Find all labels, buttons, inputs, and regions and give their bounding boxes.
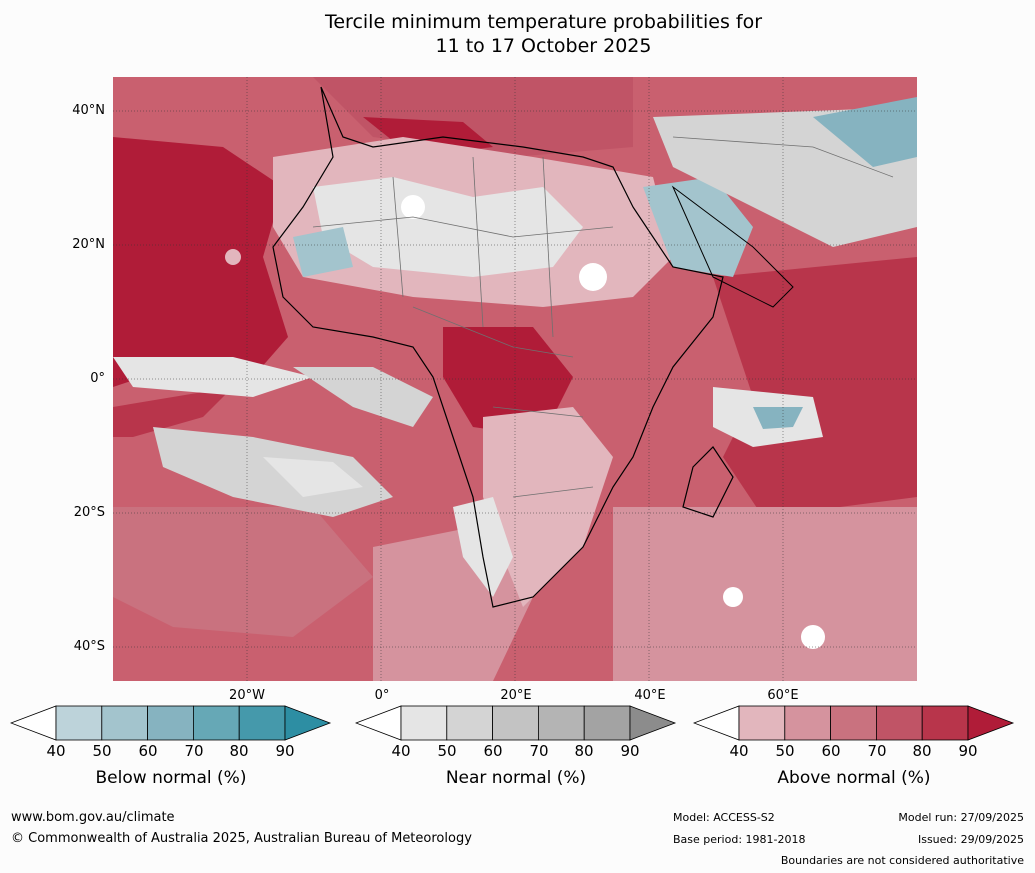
lon-label-60e: 60°E — [767, 688, 799, 703]
tick: 50 — [775, 742, 795, 760]
label-above-normal: Above normal (%) — [777, 768, 931, 788]
tick: 70 — [867, 742, 887, 760]
lat-label-equator: 0° — [90, 371, 105, 386]
tick: 80 — [574, 742, 594, 760]
colorbar-bin — [492, 705, 539, 741]
issued-date: Issued: 29/09/2025 — [917, 833, 1024, 846]
lat-label-40n: 40°N — [72, 103, 105, 118]
colorbar-bin — [400, 705, 448, 741]
lon-label-20e: 20°E — [500, 688, 532, 703]
lat-label-20s: 20°S — [73, 505, 105, 520]
disclaimer: Boundaries are not considered authoritat… — [780, 854, 1024, 867]
map-canvas — [113, 77, 917, 681]
tick: 60 — [821, 742, 841, 760]
tick: 40 — [46, 742, 66, 760]
tick: 40 — [729, 742, 749, 760]
lon-label-0: 0° — [374, 688, 390, 703]
colorbar-bin — [238, 705, 286, 741]
lon-label-40e: 40°E — [634, 688, 666, 703]
colorbar-bin — [830, 705, 877, 741]
colorbar-extension-high — [967, 705, 1015, 741]
model-name: Model: ACCESS-S2 — [673, 811, 775, 824]
colorbar-bin — [147, 705, 194, 741]
tick: 80 — [229, 742, 249, 760]
colorbar-extension-high — [284, 705, 332, 741]
title-line-1: Tercile minimum temperature probabilitie… — [324, 11, 763, 33]
chart-title: Tercile minimum temperature probabilitie… — [0, 10, 1035, 58]
tick: 90 — [958, 742, 978, 760]
model-run-date: Model run: 27/09/2025 — [898, 811, 1024, 824]
tick: 80 — [912, 742, 932, 760]
colorbar-bin — [784, 705, 832, 741]
colorbar-bin — [446, 705, 494, 741]
colorbar-extension-low — [10, 705, 57, 741]
tick: 50 — [437, 742, 457, 760]
colorbar-bin — [101, 705, 149, 741]
lat-label-20n: 20°N — [72, 237, 105, 252]
colorbar-bin — [583, 705, 631, 741]
colorbar-bin — [55, 705, 103, 741]
colorbar-extension-low — [355, 705, 402, 741]
label-below-normal: Below normal (%) — [95, 768, 247, 788]
tick: 60 — [138, 742, 158, 760]
colorbar-bin — [537, 705, 585, 741]
tick: 50 — [92, 742, 112, 760]
colorbar-bin — [738, 705, 786, 741]
lat-label-40s: 40°S — [73, 639, 105, 654]
colorbar-bin — [875, 705, 923, 741]
probability-map — [113, 77, 917, 681]
tick: 90 — [275, 742, 295, 760]
tick: 70 — [184, 742, 204, 760]
colorbar-above-normal — [693, 705, 1015, 741]
tick: 90 — [620, 742, 640, 760]
lon-label-20w: 20°W — [229, 688, 265, 703]
tick: 60 — [483, 742, 503, 760]
tick: 70 — [529, 742, 549, 760]
colorbar-below-normal — [10, 705, 332, 741]
colorbar-bin — [192, 705, 240, 741]
tick: 40 — [391, 742, 411, 760]
colorbar-extension-low — [693, 705, 740, 741]
colorbar-extension-high — [629, 705, 677, 741]
copyright-text: © Commonwealth of Australia 2025, Austra… — [11, 831, 472, 846]
colorbar-near-normal — [355, 705, 677, 741]
base-period: Base period: 1981-2018 — [673, 833, 806, 846]
label-near-normal: Near normal (%) — [445, 768, 587, 788]
colorbar-bin — [921, 705, 969, 741]
website-link[interactable]: www.bom.gov.au/climate — [11, 810, 175, 825]
title-line-2: 11 to 17 October 2025 — [435, 35, 652, 57]
